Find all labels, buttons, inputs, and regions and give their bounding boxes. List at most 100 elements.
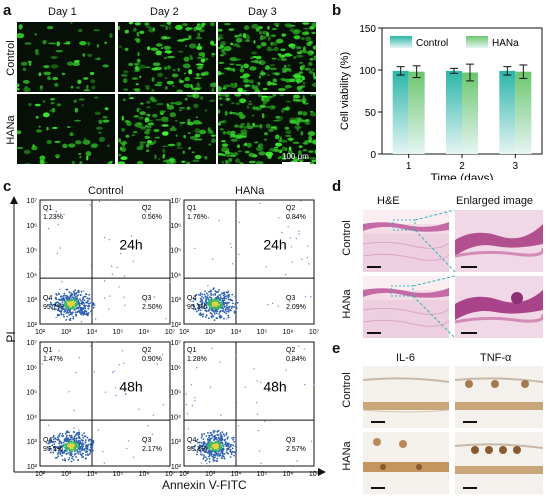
event-dot	[52, 436, 55, 439]
event-dot	[79, 440, 81, 442]
event-dot	[52, 451, 55, 454]
event-dot	[207, 285, 209, 287]
event-dot	[73, 291, 76, 294]
panel-e-row-control: Control	[341, 372, 353, 408]
event-dot	[66, 446, 69, 449]
event-dot	[64, 458, 66, 460]
event-dot	[203, 290, 206, 293]
event-dot	[217, 434, 220, 436]
event-dot	[56, 453, 59, 455]
event-dot	[72, 447, 74, 450]
event-dot	[161, 353, 164, 355]
y-tick-label: 10³	[171, 439, 182, 446]
event-dot	[89, 438, 92, 441]
event-dot	[212, 300, 215, 303]
event-dot	[223, 439, 226, 442]
event-dot	[192, 308, 195, 310]
event-dot	[69, 436, 72, 439]
event-dot	[199, 312, 202, 314]
event-dot	[215, 444, 218, 446]
event-dot	[200, 453, 202, 456]
event-dot	[87, 453, 89, 456]
x-tick-label: 10⁶	[139, 329, 150, 336]
event-dot	[62, 297, 64, 300]
event-dot	[123, 296, 125, 298]
event-dot	[281, 232, 283, 234]
event-dot	[204, 451, 207, 454]
event-dot	[227, 298, 230, 301]
event-dot	[66, 315, 69, 318]
event-dot	[223, 306, 226, 308]
event-dot	[235, 440, 237, 443]
event-dot	[51, 306, 53, 309]
event-dot	[61, 454, 63, 457]
event-dot	[50, 448, 52, 450]
event-dot	[69, 310, 71, 313]
event-dot	[61, 280, 63, 283]
event-dot	[76, 448, 78, 451]
event-dot	[74, 289, 76, 292]
event-dot	[104, 280, 106, 282]
event-dot	[233, 311, 236, 314]
event-dot	[55, 210, 58, 213]
event-dot	[114, 387, 117, 389]
event-dot	[48, 442, 51, 444]
event-dot	[81, 456, 84, 458]
event-dot	[210, 455, 213, 457]
event-dot	[86, 436, 89, 439]
event-dot	[223, 435, 226, 437]
y-axis-label: Cell viability (%)	[339, 52, 351, 130]
event-dot	[207, 294, 209, 296]
event-dot	[205, 304, 208, 306]
event-dot	[222, 309, 224, 312]
event-dot	[65, 438, 68, 441]
event-dot	[257, 429, 260, 432]
y-tick-label: 10⁶	[170, 223, 181, 230]
panel-b-label: b	[332, 2, 342, 19]
plot-frame	[39, 199, 171, 325]
event-dot	[118, 286, 120, 288]
event-dot	[253, 368, 255, 370]
event-dot	[218, 304, 220, 306]
event-dot	[132, 260, 135, 262]
event-dot	[79, 298, 81, 300]
event-dot	[236, 301, 239, 304]
event-dot	[77, 459, 79, 461]
event-dot	[198, 294, 200, 296]
event-dot	[235, 449, 238, 452]
event-dot	[294, 217, 297, 219]
event-dot	[192, 300, 195, 303]
event-dot	[64, 301, 67, 304]
event-dot	[89, 451, 92, 453]
event-dot	[226, 447, 228, 450]
event-dot	[235, 354, 237, 357]
event-dot	[214, 299, 217, 302]
event-dot	[217, 454, 219, 457]
event-dot	[220, 433, 222, 436]
y-tick-label: 0	[370, 150, 376, 161]
event-dot	[218, 311, 221, 313]
event-dot	[113, 370, 116, 373]
event-dot	[221, 444, 224, 446]
event-dot	[76, 432, 79, 434]
x-tick-label: 10³	[205, 471, 216, 478]
event-dot	[203, 307, 206, 310]
event-dot	[80, 445, 83, 448]
event-dot	[200, 444, 203, 447]
event-dot	[48, 440, 50, 443]
event-dot	[78, 429, 80, 431]
y-tick-label: 10⁵	[26, 390, 37, 397]
event-dot	[55, 293, 57, 295]
event-dot	[222, 433, 225, 436]
event-dot	[71, 293, 74, 296]
event-dot	[196, 451, 199, 453]
event-dot	[210, 437, 213, 440]
event-dot	[77, 289, 80, 292]
event-dot	[183, 219, 186, 222]
event-dot	[212, 307, 215, 310]
event-dot	[93, 371, 96, 373]
event-dot	[90, 310, 92, 313]
time-label: 24h	[263, 237, 286, 253]
event-dot	[86, 447, 89, 450]
event-dot	[72, 307, 75, 310]
